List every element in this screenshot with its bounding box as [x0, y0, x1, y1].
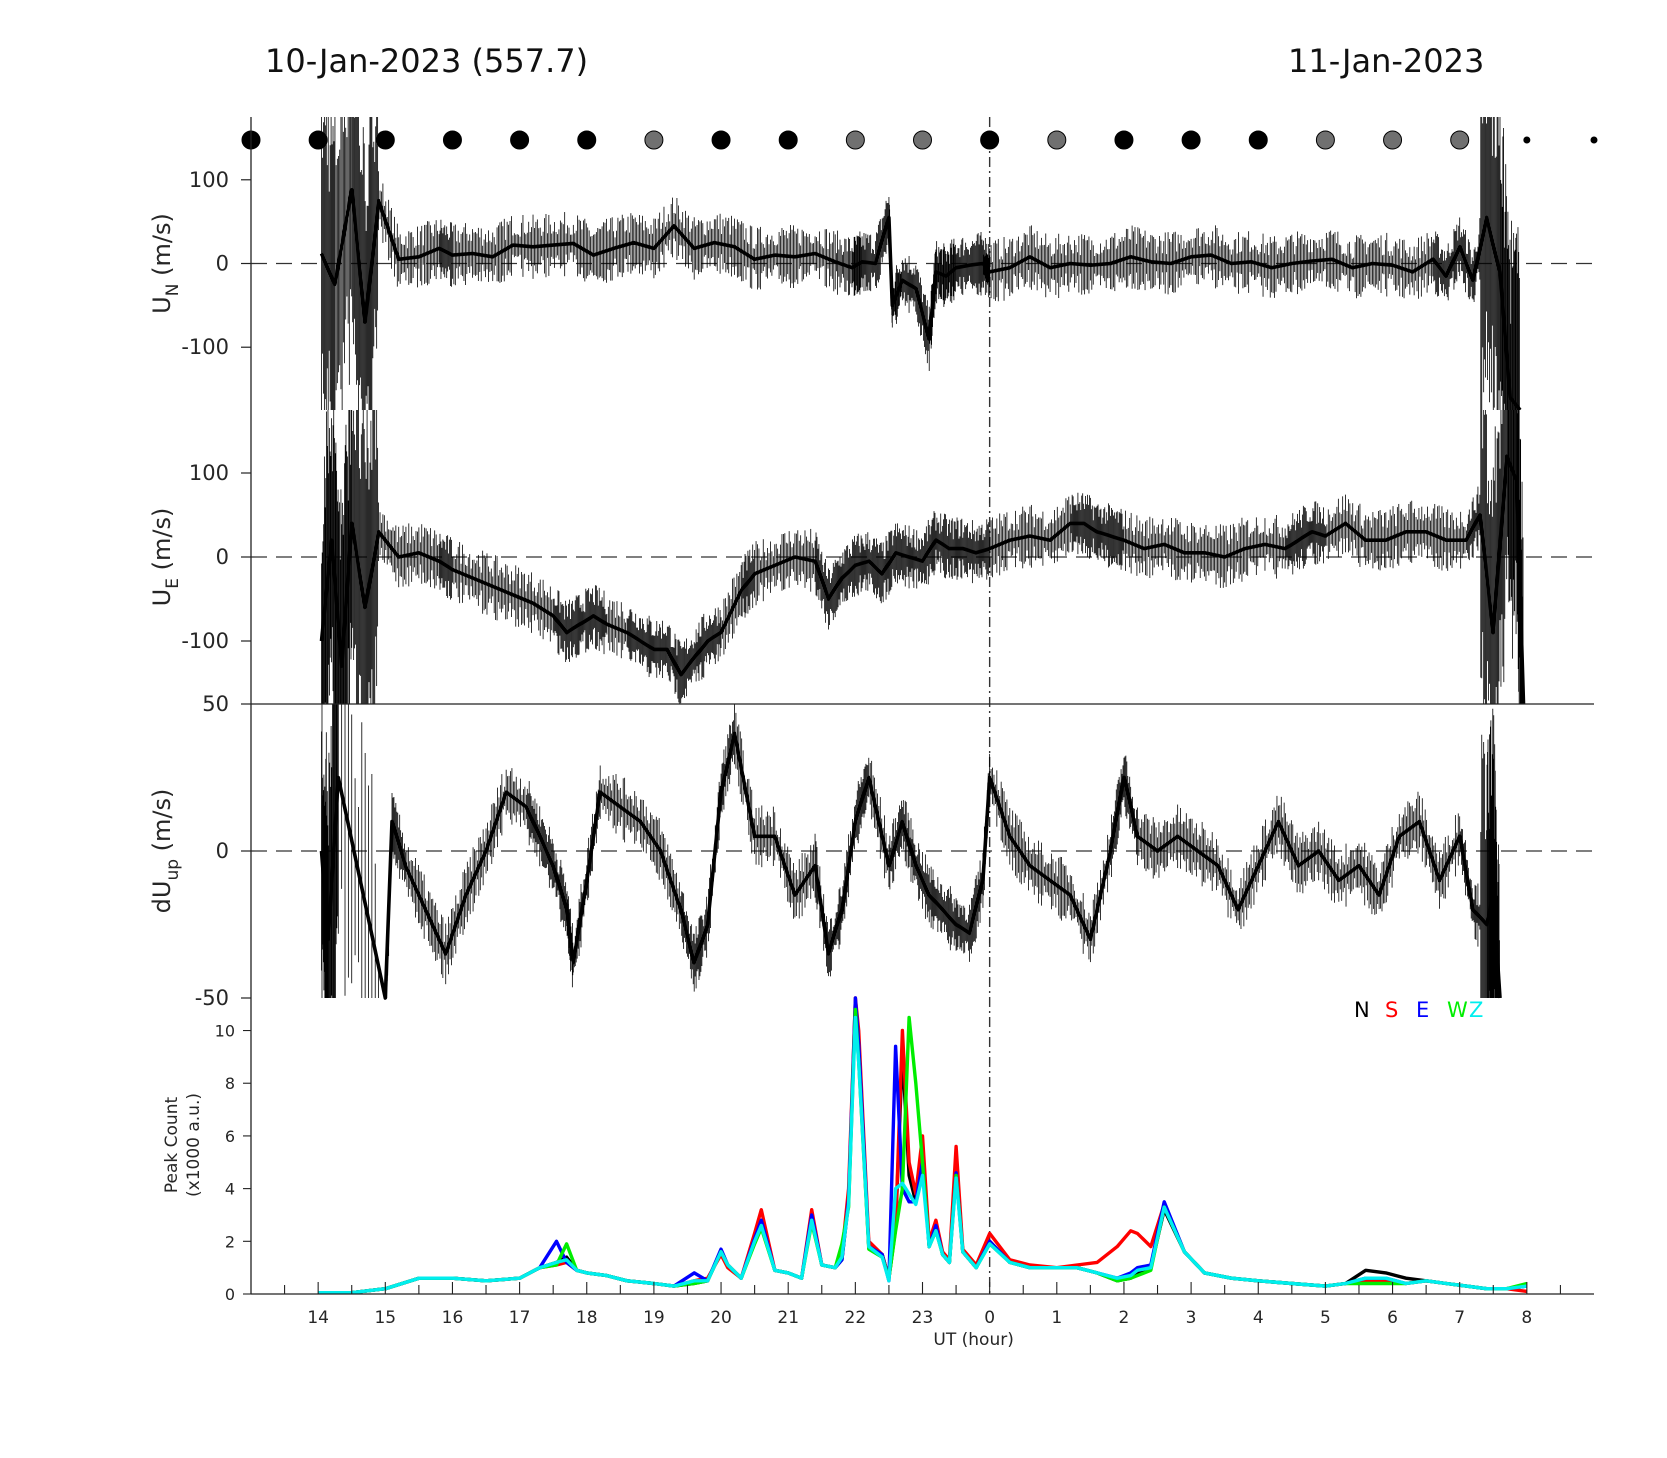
x-tick-label: 21 — [777, 1308, 799, 1328]
peak-y-tick-label: 2 — [225, 1232, 235, 1251]
date-title-left: 10-Jan-2023 (557.7) — [265, 42, 589, 80]
x-tick-label: 18 — [576, 1308, 598, 1328]
x-tick-label: 4 — [1253, 1308, 1264, 1328]
peak-y-axis-label: Peak Count — [162, 1097, 182, 1194]
peak-y-tick-label: 8 — [225, 1074, 235, 1093]
x-tick-label: 2 — [1119, 1308, 1130, 1328]
sky-marker — [577, 130, 597, 150]
x-tick-label: 15 — [374, 1308, 396, 1328]
UE-y-tick-label: -100 — [181, 629, 229, 653]
sky-marker — [980, 130, 1000, 150]
sky-marker — [1590, 136, 1598, 144]
peak-series-Z — [318, 1015, 1528, 1295]
x-tick-label: 7 — [1454, 1308, 1465, 1328]
x-tick-label: 14 — [307, 1308, 329, 1328]
UN-y-tick-label: -100 — [181, 335, 229, 359]
x-tick-label: 6 — [1387, 1308, 1398, 1328]
sky-marker — [375, 130, 395, 150]
peak-y-tick-label: 6 — [225, 1127, 235, 1146]
x-tick-label: 20 — [710, 1308, 732, 1328]
x-tick-label: 3 — [1186, 1308, 1197, 1328]
x-tick-label: 17 — [509, 1308, 531, 1328]
peak-y-axis-unit: (x1000 a.u.) — [184, 1093, 204, 1197]
legend-entry-E: E — [1416, 998, 1429, 1022]
sky-marker — [644, 130, 664, 150]
sky-marker — [1523, 136, 1531, 144]
x-tick-label: 5 — [1320, 1308, 1331, 1328]
sky-marker — [308, 130, 328, 150]
x-tick-label: 23 — [912, 1308, 934, 1328]
peak-y-tick-label: 0 — [225, 1285, 235, 1304]
x-tick-label: 1 — [1051, 1308, 1062, 1328]
x-axis-label: UT (hour) — [933, 1330, 1013, 1350]
sky-marker — [1248, 130, 1268, 150]
sky-marker — [1047, 130, 1067, 150]
UE-y-axis-label: UE (m/s) — [148, 508, 183, 607]
legend-entry-N: N — [1354, 998, 1370, 1022]
sky-marker — [1315, 130, 1335, 150]
reference-lines — [251, 117, 1594, 1294]
dUup-y-axis-label: dUup (m/s) — [148, 789, 183, 914]
x-tick-label: 22 — [845, 1308, 867, 1328]
dUup-y-tick-label: 50 — [202, 692, 229, 716]
dUup-y-tick-label: -50 — [195, 986, 229, 1010]
peak-y-tick-label: 10 — [215, 1022, 235, 1041]
legend-entry-W: W — [1447, 998, 1468, 1022]
sky-marker — [510, 130, 530, 150]
UN-y-axis-label: UN (m/s) — [148, 213, 183, 314]
sky-marker — [1181, 130, 1201, 150]
x-tick-label: 19 — [643, 1308, 665, 1328]
x-tick-label: 0 — [984, 1308, 995, 1328]
UE-series-line — [319, 454, 1526, 705]
sky-marker — [913, 130, 932, 150]
legend-entry-S: S — [1385, 998, 1398, 1022]
sky-marker — [1114, 130, 1134, 150]
sky-marker — [778, 130, 798, 150]
UN-y-tick-label: 0 — [216, 252, 229, 276]
x-tick-label: 16 — [442, 1308, 464, 1328]
UN-series-line — [319, 188, 1522, 412]
data-series — [241, 117, 1598, 1295]
UE-y-tick-label: 100 — [189, 461, 229, 485]
sky-marker — [1383, 130, 1403, 150]
x-tick-label: 8 — [1521, 1308, 1532, 1328]
peak-series-W — [318, 1007, 1528, 1295]
sky-marker — [711, 130, 731, 150]
legend-entry-Z: Z — [1469, 998, 1483, 1022]
peak-y-tick-label: 4 — [225, 1180, 235, 1199]
date-title-right: 11-Jan-2023 — [1288, 42, 1485, 80]
dUup-series-line — [319, 731, 1502, 1000]
dUup-y-tick-label: 0 — [216, 839, 229, 863]
axes — [241, 117, 1594, 1295]
sky-marker — [442, 130, 462, 150]
sky-marker — [1450, 130, 1470, 150]
UE-y-tick-label: 0 — [216, 545, 229, 569]
sky-marker — [845, 130, 865, 150]
UN-y-tick-label: 100 — [189, 168, 229, 192]
